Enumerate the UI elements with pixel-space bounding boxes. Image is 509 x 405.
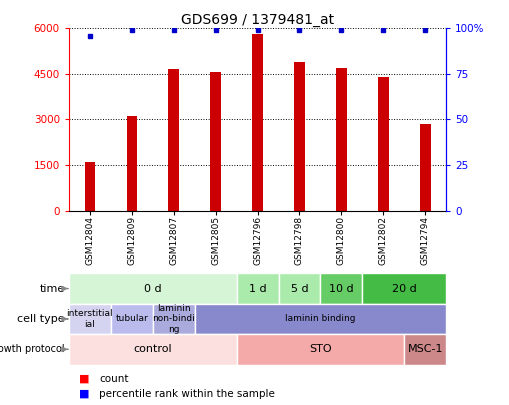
Bar [194, 304, 445, 334]
Bar [210, 72, 220, 211]
Bar [84, 162, 95, 211]
Text: cell type: cell type [17, 314, 65, 324]
Bar [69, 304, 110, 334]
Bar [69, 273, 236, 304]
Bar [152, 304, 194, 334]
Text: laminin
non-bindi
ng: laminin non-bindi ng [152, 304, 194, 334]
Bar [294, 62, 304, 211]
Bar [252, 34, 262, 211]
Text: interstitial
ial: interstitial ial [66, 309, 113, 328]
Text: growth protocol: growth protocol [0, 344, 65, 354]
Bar [110, 304, 152, 334]
Bar [278, 273, 320, 304]
Text: 5 d: 5 d [290, 284, 308, 294]
Bar [335, 68, 346, 211]
Bar [377, 77, 388, 211]
Text: time: time [40, 284, 65, 294]
Text: 20 d: 20 d [391, 284, 416, 294]
Bar [126, 117, 137, 211]
Text: laminin binding: laminin binding [285, 314, 355, 324]
Bar [236, 273, 278, 304]
Text: tubular: tubular [115, 314, 148, 324]
Text: control: control [133, 344, 172, 354]
Title: GDS699 / 1379481_at: GDS699 / 1379481_at [181, 13, 333, 27]
Bar [320, 273, 362, 304]
Text: MSC-1: MSC-1 [407, 344, 442, 354]
Text: ■: ■ [79, 389, 90, 399]
Text: STO: STO [308, 344, 331, 354]
Text: 0 d: 0 d [144, 284, 161, 294]
Text: 10 d: 10 d [328, 284, 353, 294]
Text: count: count [99, 374, 129, 384]
Bar [362, 273, 445, 304]
Text: percentile rank within the sample: percentile rank within the sample [99, 389, 275, 399]
Text: 1 d: 1 d [248, 284, 266, 294]
Text: ■: ■ [79, 374, 90, 384]
Bar [419, 124, 430, 211]
Bar [404, 334, 445, 364]
Bar [69, 334, 236, 364]
Bar [236, 334, 404, 364]
Bar [168, 69, 179, 211]
